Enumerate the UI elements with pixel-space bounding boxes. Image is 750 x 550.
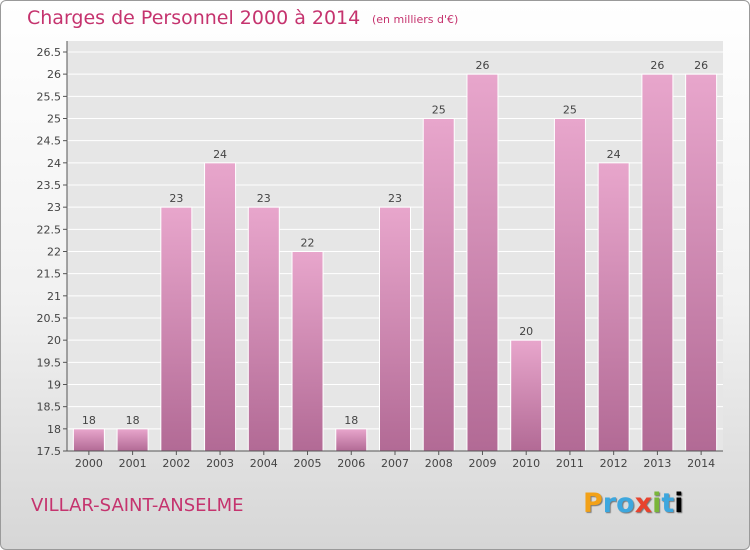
x-tick-label: 2007 (381, 457, 409, 470)
x-tick-label: 2009 (468, 457, 496, 470)
y-tick-label: 25 (47, 113, 61, 126)
x-tick-label: 2000 (75, 457, 103, 470)
town-name: VILLAR-SAINT-ANSELME (31, 495, 244, 516)
x-tick-label: 2012 (600, 457, 628, 470)
bar (553, 118, 586, 452)
data-label: 18 (126, 414, 140, 427)
bar (291, 251, 324, 452)
y-tick-label: 18 (47, 423, 61, 436)
bar (379, 206, 411, 452)
y-tick-label: 21.5 (37, 268, 62, 281)
y-tick-label: 19.5 (37, 356, 62, 369)
bar (685, 73, 718, 452)
chart-subtitle: (en milliers d'€) (372, 13, 459, 26)
x-tick-label: 2005 (294, 457, 322, 470)
x-tick-label: 2014 (687, 457, 715, 470)
bar (422, 118, 455, 452)
y-tick-label: 24.5 (37, 135, 62, 148)
data-label: 23 (388, 192, 402, 205)
y-tick-label: 20.5 (37, 312, 62, 325)
data-label: 23 (257, 192, 271, 205)
proxiti-logo: Proxiti (583, 488, 684, 519)
y-tick-label: 22 (47, 246, 61, 259)
bar (466, 73, 499, 452)
x-tick-label: 2011 (556, 457, 584, 470)
data-label: 22 (301, 237, 315, 250)
x-tick-label: 2008 (425, 457, 453, 470)
y-tick-label: 24 (47, 157, 61, 170)
y-tick-label: 21 (47, 290, 61, 303)
y-tick-label: 23 (47, 201, 61, 214)
bars (72, 73, 718, 452)
data-label: 26 (694, 59, 708, 72)
data-label: 25 (432, 104, 446, 117)
data-label: 26 (475, 59, 489, 72)
data-label: 23 (169, 192, 183, 205)
bar (204, 162, 237, 452)
y-tick-label: 25.5 (37, 90, 62, 103)
data-label: 20 (519, 325, 533, 338)
bar (72, 428, 105, 452)
data-label: 26 (650, 59, 664, 72)
bar (597, 162, 630, 452)
data-label: 18 (344, 414, 358, 427)
data-label: 25 (563, 104, 577, 117)
x-tick-label: 2010 (512, 457, 540, 470)
bar (160, 206, 193, 452)
bar (641, 73, 674, 452)
data-labels: 18 18 23 24 23 22 18 23 25 26 20 25 24 26 26 (82, 59, 708, 427)
y-tick-labels: 17.5 18 18.5 19 19.5 20 20.5 21 21.5 22 22.5 23 23.5… (37, 46, 62, 458)
chart-title: Charges de Personnel 2000 à 2014 (27, 7, 361, 29)
y-tick-label: 23.5 (37, 179, 62, 192)
x-tick-labels: 2000 2001 2002 2003 2004 2005 2006 2007 2008 2009… (75, 451, 715, 470)
bar (116, 428, 149, 452)
y-tick-label: 17.5 (37, 445, 62, 458)
y-tick-label: 22.5 (37, 223, 62, 236)
y-tick-label: 19 (47, 379, 61, 392)
data-label: 24 (607, 148, 621, 161)
x-tick-label: 2006 (337, 457, 365, 470)
y-tick-label: 26.5 (37, 46, 62, 59)
bar (335, 428, 368, 452)
x-tick-label: 2004 (250, 457, 278, 470)
y-tick-label: 20 (47, 334, 61, 347)
y-tick-label: 26 (47, 68, 61, 81)
data-label: 24 (213, 148, 227, 161)
y-tick-label: 18.5 (37, 401, 62, 414)
x-tick-label: 2013 (643, 457, 671, 470)
bar (247, 206, 280, 452)
x-tick-label: 2002 (162, 457, 190, 470)
bar (510, 339, 543, 452)
x-tick-label: 2003 (206, 457, 234, 470)
data-label: 18 (82, 414, 96, 427)
x-tick-label: 2001 (119, 457, 147, 470)
